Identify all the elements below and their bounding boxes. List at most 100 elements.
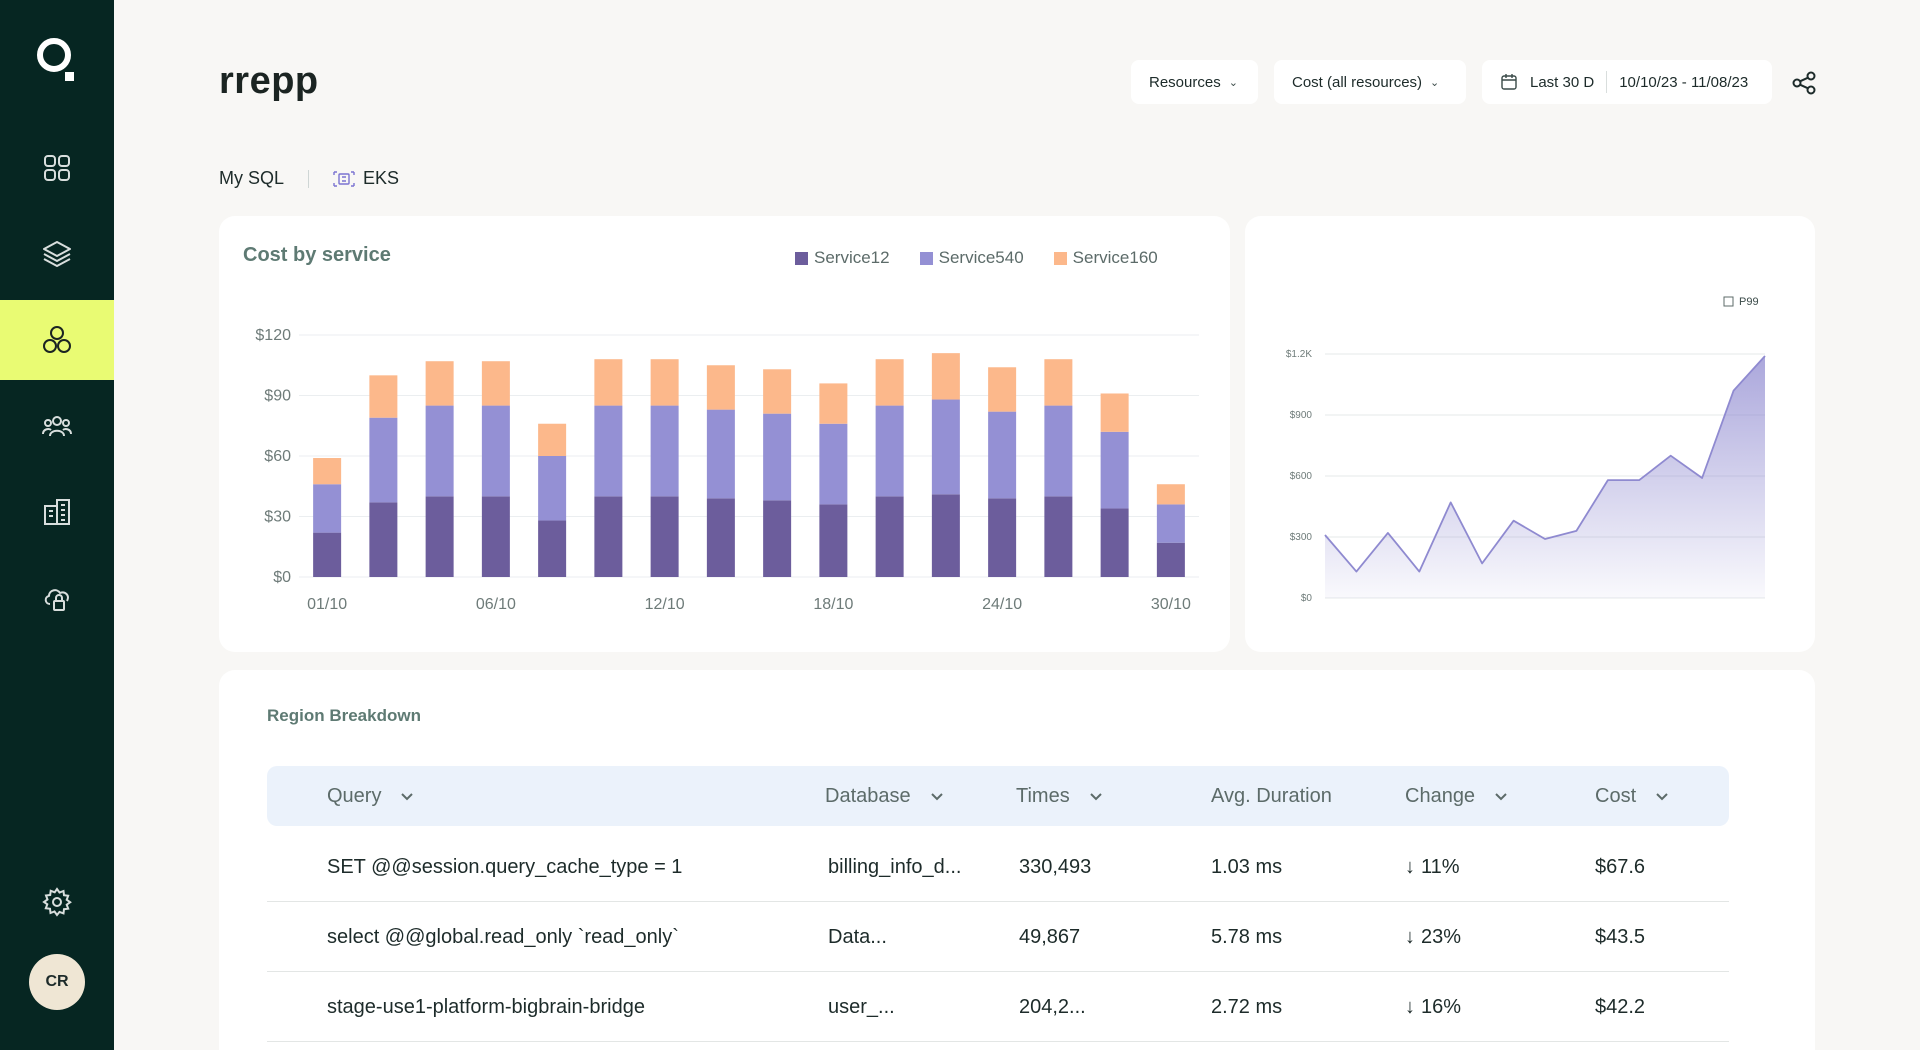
breadcrumb-eks[interactable]: EKS (363, 168, 400, 188)
breadcrumb-mysql[interactable]: My SQL (219, 168, 285, 188)
cloud-lock-icon (44, 589, 69, 611)
nav-layers[interactable] (0, 214, 114, 294)
change-value: 16% (1421, 995, 1462, 1018)
bar-segment-service540 (763, 413, 792, 501)
dashboard-grid-icon (44, 155, 70, 181)
column-label: Change (1405, 784, 1476, 807)
sidebar: CR (0, 0, 114, 1050)
y-tick-label: $0 (273, 569, 291, 586)
table-row[interactable]: select @@global.read_only `read_only` Da… (267, 902, 1729, 972)
user-avatar[interactable]: CR (29, 954, 85, 1010)
cost-dropdown-label: Cost (all resources) (1292, 73, 1423, 91)
cell-change: ↓ 23% (1405, 902, 1461, 972)
nav-dashboard[interactable] (0, 128, 114, 208)
table-row[interactable]: stage-use1-platform-bigbrain-bridge user… (267, 972, 1729, 1042)
x-tick-label: 12/10 (645, 596, 685, 613)
bar-segment-service12 (313, 532, 342, 577)
stacked-bar-chart: $0 $30 $60 $90 $120 01/10 06/10 12/10 18/10 24/10… (255, 327, 1199, 613)
change-value: 11% (1421, 855, 1460, 878)
cell-database: user_... (828, 995, 895, 1018)
y-tick-label: $1.2K (1286, 349, 1312, 360)
bar-segment-service160 (875, 359, 904, 406)
cell-cost: $42.2 (1595, 995, 1646, 1018)
bar-segment-service540 (1100, 431, 1129, 509)
bar-segment-service12 (369, 502, 398, 577)
bar-segment-service160 (1100, 393, 1129, 432)
legend-swatch-service540 (919, 251, 933, 265)
change-value: 23% (1421, 925, 1462, 948)
chevron-down-icon (401, 793, 414, 801)
cell-times: 330,493 (1019, 855, 1092, 878)
chevron-down-icon (930, 793, 943, 801)
y-tick-label: $120 (255, 327, 291, 344)
resources-dropdown[interactable]: Resources ⌄ (1131, 60, 1258, 104)
legend-swatch-p99 (1723, 296, 1734, 307)
bar-segment-service540 (1156, 504, 1185, 543)
cost-by-service-card: Cost by service Service12 Service540 Ser… (219, 216, 1230, 652)
bar-segment-service160 (425, 361, 454, 406)
bar-segment-service540 (369, 417, 398, 503)
column-header-database[interactable]: Database (825, 766, 945, 826)
table-row[interactable]: SET @@session.query_cache_type = 1 billi… (267, 832, 1729, 902)
bar-segment-service160 (313, 458, 342, 485)
bar-segment-service12 (819, 504, 848, 577)
bar-segment-service12 (1044, 496, 1073, 577)
bar-segment-service540 (819, 423, 848, 505)
cost-dropdown[interactable]: Cost (all resources) ⌄ (1274, 60, 1466, 104)
bar-segment-service540 (988, 411, 1017, 499)
y-tick-label: $0 (1301, 593, 1313, 604)
bar-segment-service540 (481, 405, 510, 497)
avatar-initials: CR (45, 973, 69, 990)
table-header: Query Database Times Avg. Duration Chang… (267, 766, 1729, 826)
bar-segment-service160 (650, 359, 679, 406)
nav-buildings[interactable] (0, 472, 114, 552)
nav-settings[interactable] (0, 862, 114, 942)
bar-segment-service12 (594, 496, 623, 577)
bar-segment-service160 (1044, 359, 1073, 406)
p99-chart-card: $0 $300 $600 $900 $1.2K P99 (1245, 216, 1815, 652)
cell-change: ↓ 16% (1405, 972, 1461, 1042)
bar-segment-service12 (538, 520, 567, 577)
bar-segment-service160 (931, 353, 960, 400)
eks-cluster-icon (333, 170, 355, 187)
cell-database: billing_info_d... (828, 855, 962, 878)
bar-segment-service12 (763, 500, 792, 577)
p99-line (1324, 355, 1766, 573)
nav-cloud-security[interactable] (0, 558, 114, 638)
nav-team[interactable] (0, 386, 114, 466)
bar-segment-service12 (706, 498, 735, 577)
bar-segment-service12 (481, 496, 510, 577)
team-icon (42, 416, 72, 437)
buildings-icon (44, 499, 70, 525)
y-tick-label: $30 (264, 509, 291, 526)
legend-swatch-service160 (1053, 251, 1067, 265)
y-tick-label: $600 (1290, 471, 1313, 482)
bar-segment-service540 (538, 456, 567, 521)
chevron-down-icon (1495, 793, 1507, 801)
cell-query: select @@global.read_only `read_only` (327, 925, 679, 948)
legend-service540: Service540 (938, 248, 1024, 267)
app-logo[interactable] (35, 36, 79, 82)
column-header-change[interactable]: Change (1405, 766, 1509, 826)
bar-segment-service160 (819, 383, 848, 424)
bar-segment-service540 (594, 405, 623, 497)
cell-query: stage-use1-platform-bigbrain-bridge (327, 995, 645, 1018)
chevron-down-icon (1089, 793, 1102, 801)
column-header-avg-duration[interactable]: Avg. Duration (1211, 766, 1332, 826)
cell-duration: 1.03 ms (1211, 855, 1283, 878)
bar-segment-service160 (988, 367, 1017, 412)
date-range-picker[interactable]: Last 30 D 10/10/23 - 11/08/23 (1482, 60, 1772, 104)
layers-icon (43, 241, 71, 267)
x-tick-label: 06/10 (476, 596, 516, 613)
column-label: Times (1016, 784, 1070, 807)
chevron-down-icon: ⌄ (1430, 76, 1440, 89)
bar-segment-service12 (931, 494, 960, 577)
bar-segment-service540 (1044, 405, 1073, 497)
column-header-times[interactable]: Times (1016, 766, 1104, 826)
cell-database: Data... (828, 925, 887, 948)
column-header-query[interactable]: Query (327, 766, 415, 826)
column-header-cost[interactable]: Cost (1595, 766, 1670, 826)
nav-services[interactable] (0, 300, 114, 380)
page-title: rrepp (219, 60, 319, 102)
share-icon[interactable] (1791, 70, 1817, 96)
